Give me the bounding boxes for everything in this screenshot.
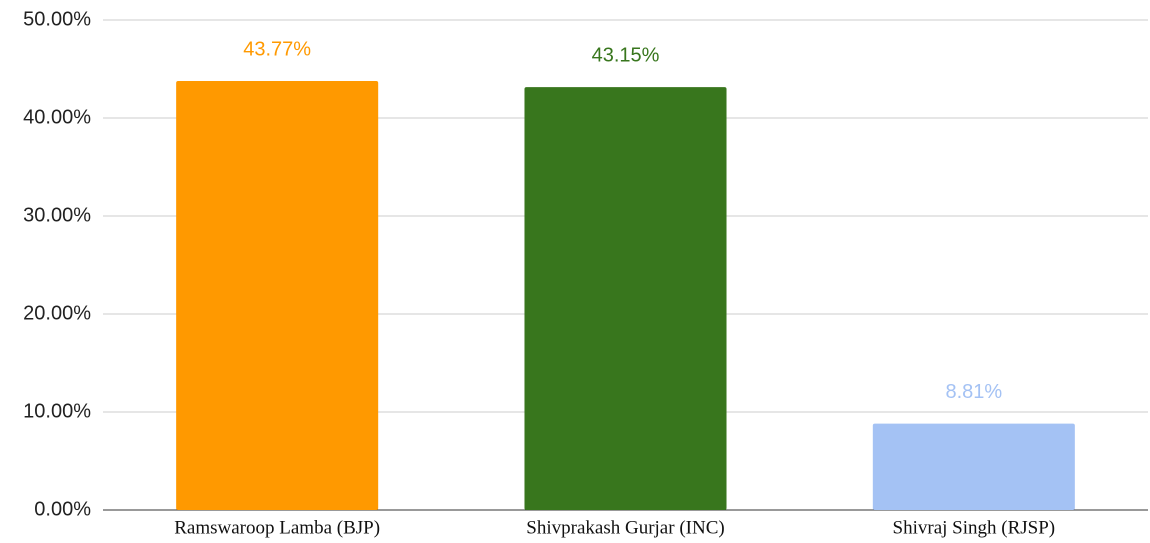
x-tick-label: Shivraj Singh (RJSP) <box>893 517 1056 538</box>
value-label: 8.81% <box>945 381 1002 403</box>
y-tick-label: 0.00% <box>34 498 91 520</box>
x-tick-label: Shivprakash Gurjar (INC) <box>526 517 724 538</box>
x-tick-label: Ramswaroop Lamba (BJP) <box>174 517 380 538</box>
y-tick-label: 30.00% <box>23 204 91 226</box>
bar <box>176 81 379 510</box>
y-tick-label: 40.00% <box>23 106 91 128</box>
value-label: 43.15% <box>592 44 660 66</box>
y-tick-label: 50.00% <box>23 8 91 30</box>
y-tick-label: 20.00% <box>23 302 91 324</box>
bar <box>872 423 1075 510</box>
bar <box>524 87 727 510</box>
value-label: 43.77% <box>243 38 311 60</box>
y-tick-label: 10.00% <box>23 400 91 422</box>
